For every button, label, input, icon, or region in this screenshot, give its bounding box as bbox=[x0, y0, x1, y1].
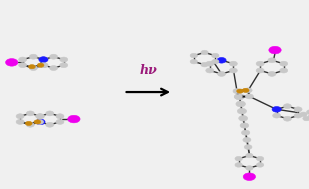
Circle shape bbox=[244, 88, 252, 93]
Circle shape bbox=[244, 145, 252, 149]
Circle shape bbox=[212, 59, 219, 64]
Circle shape bbox=[242, 130, 250, 135]
Circle shape bbox=[246, 153, 253, 158]
Circle shape bbox=[46, 122, 54, 127]
Circle shape bbox=[46, 111, 54, 116]
Circle shape bbox=[28, 65, 35, 69]
Circle shape bbox=[233, 89, 241, 94]
Circle shape bbox=[242, 88, 249, 92]
Circle shape bbox=[308, 114, 309, 119]
Circle shape bbox=[16, 119, 24, 124]
Circle shape bbox=[19, 63, 27, 68]
Circle shape bbox=[294, 113, 302, 118]
Circle shape bbox=[36, 119, 45, 125]
Circle shape bbox=[29, 54, 37, 59]
Circle shape bbox=[217, 57, 226, 63]
Circle shape bbox=[256, 156, 264, 161]
Circle shape bbox=[26, 111, 34, 116]
Circle shape bbox=[201, 50, 208, 55]
Circle shape bbox=[243, 173, 256, 180]
Circle shape bbox=[280, 61, 288, 66]
Circle shape bbox=[243, 137, 251, 142]
Circle shape bbox=[229, 61, 237, 66]
Circle shape bbox=[246, 166, 253, 170]
Circle shape bbox=[300, 112, 307, 117]
Circle shape bbox=[268, 58, 276, 63]
Circle shape bbox=[245, 94, 253, 99]
Circle shape bbox=[272, 107, 281, 112]
Circle shape bbox=[212, 53, 219, 58]
Circle shape bbox=[40, 63, 48, 68]
Circle shape bbox=[29, 66, 37, 70]
Circle shape bbox=[6, 59, 18, 66]
Circle shape bbox=[39, 63, 47, 68]
Circle shape bbox=[39, 57, 48, 62]
Circle shape bbox=[303, 116, 309, 121]
Circle shape bbox=[40, 57, 48, 62]
Circle shape bbox=[235, 163, 242, 167]
Circle shape bbox=[56, 114, 64, 119]
Circle shape bbox=[268, 71, 276, 76]
Circle shape bbox=[19, 57, 27, 62]
Circle shape bbox=[256, 61, 264, 66]
Circle shape bbox=[280, 68, 288, 73]
Circle shape bbox=[68, 115, 80, 123]
Circle shape bbox=[190, 59, 197, 64]
Circle shape bbox=[256, 163, 264, 167]
Circle shape bbox=[34, 120, 41, 124]
Circle shape bbox=[256, 68, 264, 73]
Circle shape bbox=[36, 114, 44, 119]
Circle shape bbox=[237, 89, 243, 93]
Circle shape bbox=[37, 63, 44, 67]
Circle shape bbox=[190, 53, 197, 58]
Circle shape bbox=[235, 156, 242, 161]
Circle shape bbox=[269, 46, 281, 54]
Circle shape bbox=[56, 119, 64, 124]
Circle shape bbox=[25, 121, 32, 125]
Circle shape bbox=[60, 63, 68, 68]
Circle shape bbox=[236, 101, 245, 107]
Text: hν: hν bbox=[139, 64, 157, 77]
Circle shape bbox=[240, 123, 249, 128]
Circle shape bbox=[218, 71, 226, 76]
Circle shape bbox=[294, 107, 302, 112]
Circle shape bbox=[235, 94, 244, 100]
Circle shape bbox=[307, 110, 309, 114]
Circle shape bbox=[60, 57, 68, 62]
Circle shape bbox=[26, 122, 34, 127]
Circle shape bbox=[273, 113, 281, 118]
Circle shape bbox=[16, 114, 24, 119]
Circle shape bbox=[283, 116, 291, 121]
Circle shape bbox=[36, 119, 44, 124]
Circle shape bbox=[206, 68, 214, 73]
Circle shape bbox=[201, 62, 208, 67]
Circle shape bbox=[229, 68, 237, 73]
Circle shape bbox=[239, 116, 248, 121]
Circle shape bbox=[237, 108, 247, 114]
Circle shape bbox=[206, 61, 214, 66]
Circle shape bbox=[234, 94, 242, 99]
Circle shape bbox=[36, 114, 44, 119]
Circle shape bbox=[49, 66, 57, 70]
Circle shape bbox=[283, 104, 291, 109]
Circle shape bbox=[49, 54, 57, 59]
